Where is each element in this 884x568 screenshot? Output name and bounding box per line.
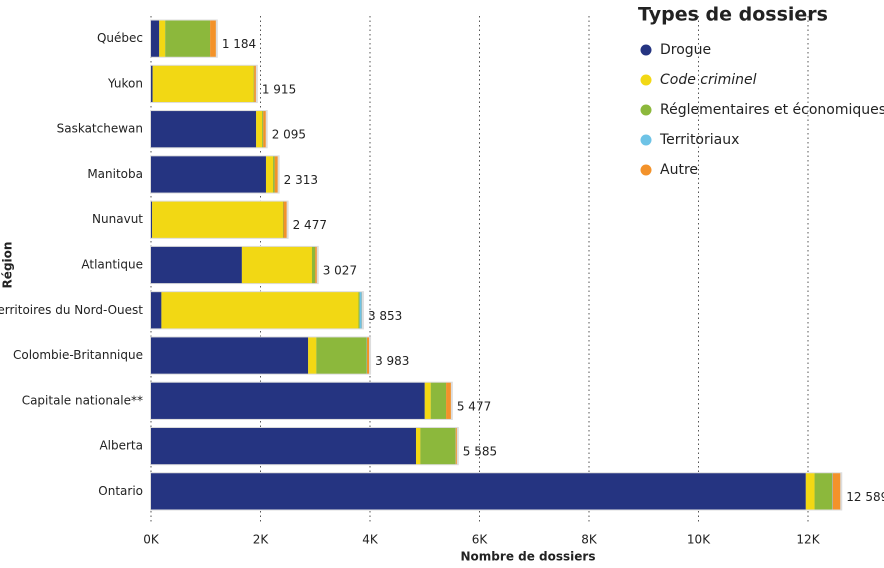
legend-marker xyxy=(640,74,652,86)
bar-segment xyxy=(308,337,317,374)
bar-segment xyxy=(151,246,242,284)
bar-segment xyxy=(446,382,451,419)
legend-marker xyxy=(640,44,652,56)
bar-segment xyxy=(359,292,362,329)
y-tick-label: Yukon xyxy=(107,76,143,90)
bar-segment xyxy=(273,156,275,193)
bar-segment xyxy=(151,292,162,329)
x-tick-label: 10K xyxy=(687,533,711,547)
bar-segment xyxy=(151,473,806,510)
y-axis-title: Région xyxy=(1,242,15,289)
bar-segment xyxy=(241,246,312,284)
x-tick-label: 2K xyxy=(253,533,270,547)
legend-label: Territoriaux xyxy=(659,132,739,148)
legend-label: Réglementaires et économiques xyxy=(660,102,884,118)
legend-marker xyxy=(640,164,652,176)
total-label: 1 184 xyxy=(222,37,256,51)
bar-segment xyxy=(358,292,360,329)
bar-segment xyxy=(210,20,216,57)
bar-segment xyxy=(430,382,447,419)
bar-segment xyxy=(420,427,456,465)
y-tick-label: Capitale nationale** xyxy=(22,393,143,407)
bar-segment xyxy=(151,20,160,57)
bar-segment xyxy=(832,473,841,510)
bar-segment xyxy=(151,111,257,148)
bar-segment xyxy=(159,20,166,57)
bar-segment xyxy=(316,337,367,374)
total-label: 2 313 xyxy=(284,173,318,187)
bar-segment xyxy=(151,337,309,374)
y-tick-label: Manitoba xyxy=(87,167,143,181)
bar-segment xyxy=(151,201,153,238)
total-label: 3 027 xyxy=(323,264,357,278)
total-label: 5 477 xyxy=(457,399,491,413)
legend-marker xyxy=(640,104,652,116)
bar-segment xyxy=(256,111,263,148)
x-tick-label: 6K xyxy=(472,533,489,547)
y-tick-label: Ontario xyxy=(98,484,143,498)
bar-segment xyxy=(315,246,317,284)
y-tick-label: Saskatchewan xyxy=(57,122,143,136)
bar-segment xyxy=(415,427,421,465)
total-label: 3 983 xyxy=(375,354,409,368)
bar-segment xyxy=(805,473,815,510)
bar-segment xyxy=(455,427,457,465)
x-tick-label: 4K xyxy=(362,533,379,547)
legend-label: Autre xyxy=(660,162,698,178)
bar-segment xyxy=(263,111,266,148)
total-label: 5 585 xyxy=(463,445,497,459)
y-tick-label: Atlantique xyxy=(81,258,143,272)
bar-segment xyxy=(274,156,278,193)
total-label: 12 589 xyxy=(846,490,884,504)
total-label: 1 915 xyxy=(262,82,296,96)
bar-segment xyxy=(814,473,833,510)
y-tick-label: Québec xyxy=(97,31,143,45)
bar-segment xyxy=(265,156,274,193)
total-label: 2 477 xyxy=(293,218,327,232)
bar-segment xyxy=(254,65,256,103)
bar-segment xyxy=(151,382,425,419)
legend-label: Code criminel xyxy=(660,72,757,88)
bar-segment xyxy=(282,201,284,238)
bar-segment xyxy=(165,20,211,57)
x-tick-label: 8K xyxy=(581,533,598,547)
bar-segment xyxy=(283,201,287,238)
total-label: 2 095 xyxy=(272,128,306,142)
bar-segment xyxy=(151,65,153,103)
x-tick-label: 0K xyxy=(143,533,160,547)
bar-segment xyxy=(262,111,264,148)
legend-title: Types de dossiers xyxy=(638,4,828,26)
bar-segment xyxy=(151,427,416,465)
total-label: 3 853 xyxy=(368,309,402,323)
bar-segment xyxy=(161,292,359,329)
bar-segment xyxy=(152,65,254,103)
x-tick-label: 12K xyxy=(796,533,820,547)
legend-marker xyxy=(640,134,652,146)
bar-segment xyxy=(253,65,255,103)
bar-segment xyxy=(152,201,283,238)
bar-segment xyxy=(311,246,316,284)
bar-segment xyxy=(424,382,431,419)
bar-segment xyxy=(366,337,370,374)
y-tick-label: Colombie-Britannique xyxy=(13,348,143,362)
y-tick-label: Alberta xyxy=(99,439,143,453)
legend-label: Drogue xyxy=(660,42,711,58)
y-tick-label: Nunavut xyxy=(92,212,143,226)
y-tick-label: Territoires du Nord-Ouest xyxy=(0,303,143,317)
x-axis-title: Nombre de dossiers xyxy=(461,550,596,564)
bar-segment xyxy=(151,156,266,193)
